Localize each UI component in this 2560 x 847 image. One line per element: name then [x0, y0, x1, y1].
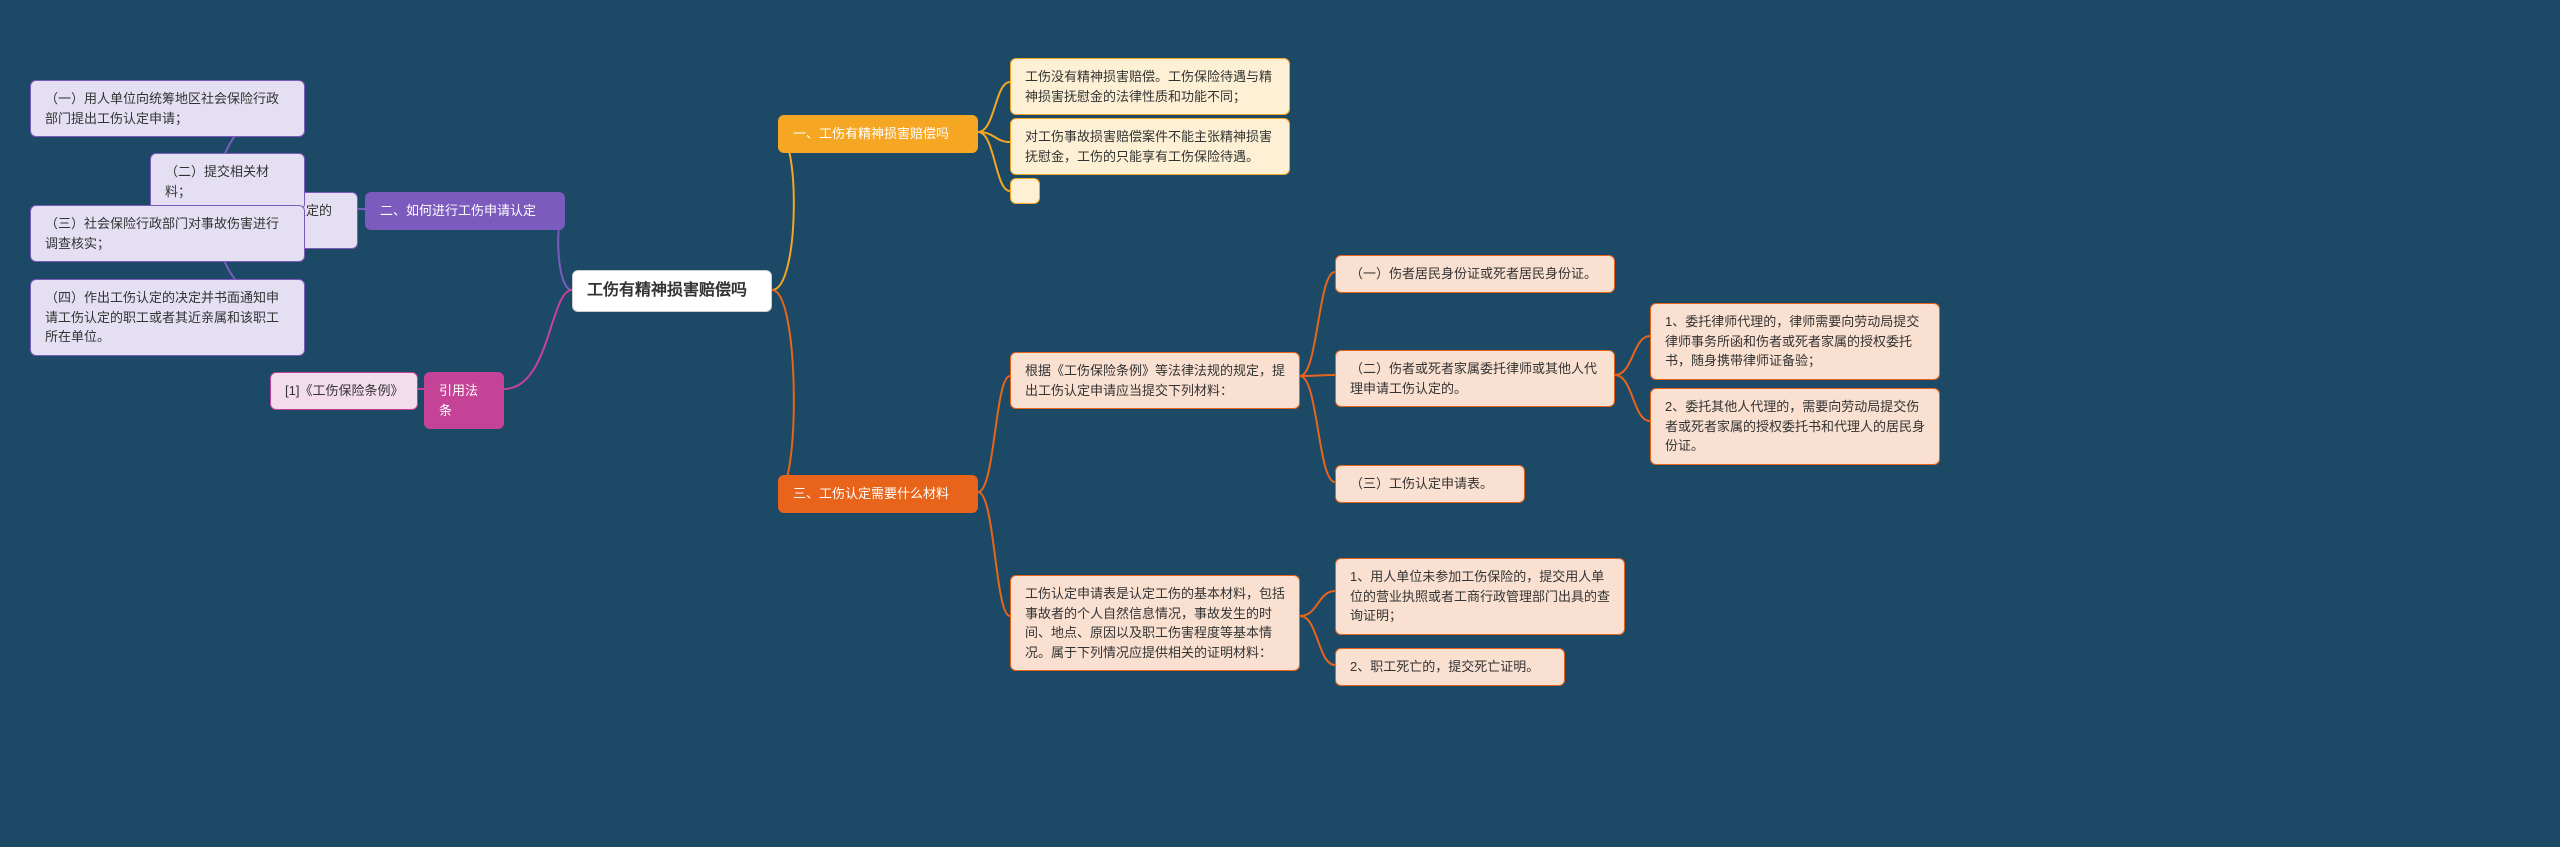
- branch1-n2: 对工伤事故损害赔偿案件不能主张精神损害抚慰金，工伤的只能享有工伤保险待遇。: [1010, 118, 1290, 175]
- branch2-title: 二、如何进行工伤申请认定: [365, 192, 565, 230]
- root-node: 工伤有精神损害赔偿吗: [572, 270, 772, 312]
- branch3-g2-n1: 1、用人单位未参加工伤保险的，提交用人单位的营业执照或者工商行政管理部门出具的查…: [1335, 558, 1625, 635]
- branch1-title: 一、工伤有精神损害赔偿吗: [778, 115, 978, 153]
- branch2-proc-n1: （一）用人单位向统筹地区社会保险行政部门提出工伤认定申请；: [30, 80, 305, 137]
- branch3-g1-intro: 根据《工伤保险条例》等法律法规的规定，提出工伤认定申请应当提交下列材料：: [1010, 352, 1300, 409]
- branch2-proc-n2: （二）提交相关材料；: [150, 153, 305, 210]
- branch3-g1-n3: （三）工伤认定申请表。: [1335, 465, 1525, 503]
- law-title: 引用法条: [424, 372, 504, 429]
- branch3-g2-n2: 2、职工死亡的，提交死亡证明。: [1335, 648, 1565, 686]
- branch3-g1-n2-d1: 1、委托律师代理的，律师需要向劳动局提交律师事务所函和伤者或死者家属的授权委托书…: [1650, 303, 1940, 380]
- law-n1: [1]《工伤保险条例》: [270, 372, 418, 410]
- branch1-n1: 工伤没有精神损害赔偿。工伤保险待遇与精神损害抚慰金的法律性质和功能不同；: [1010, 58, 1290, 115]
- branch2-proc-n3: （三）社会保险行政部门对事故伤害进行调查核实；: [30, 205, 305, 262]
- branch3-title: 三、工伤认定需要什么材料: [778, 475, 978, 513]
- branch3-g1-n2: （二）伤者或死者家属委托律师或其他人代理申请工伤认定的。: [1335, 350, 1615, 407]
- branch3-g1-n1: （一）伤者居民身份证或死者居民身份证。: [1335, 255, 1615, 293]
- branch3-g2-intro: 工伤认定申请表是认定工伤的基本材料，包括事故者的个人自然信息情况，事故发生的时间…: [1010, 575, 1300, 671]
- branch1-n3: [1010, 178, 1040, 204]
- branch2-proc-n4: （四）作出工伤认定的决定并书面通知申请工伤认定的职工或者其近亲属和该职工所在单位…: [30, 279, 305, 356]
- branch3-g1-n2-d2: 2、委托其他人代理的，需要向劳动局提交伤者或死者家属的授权委托书和代理人的居民身…: [1650, 388, 1940, 465]
